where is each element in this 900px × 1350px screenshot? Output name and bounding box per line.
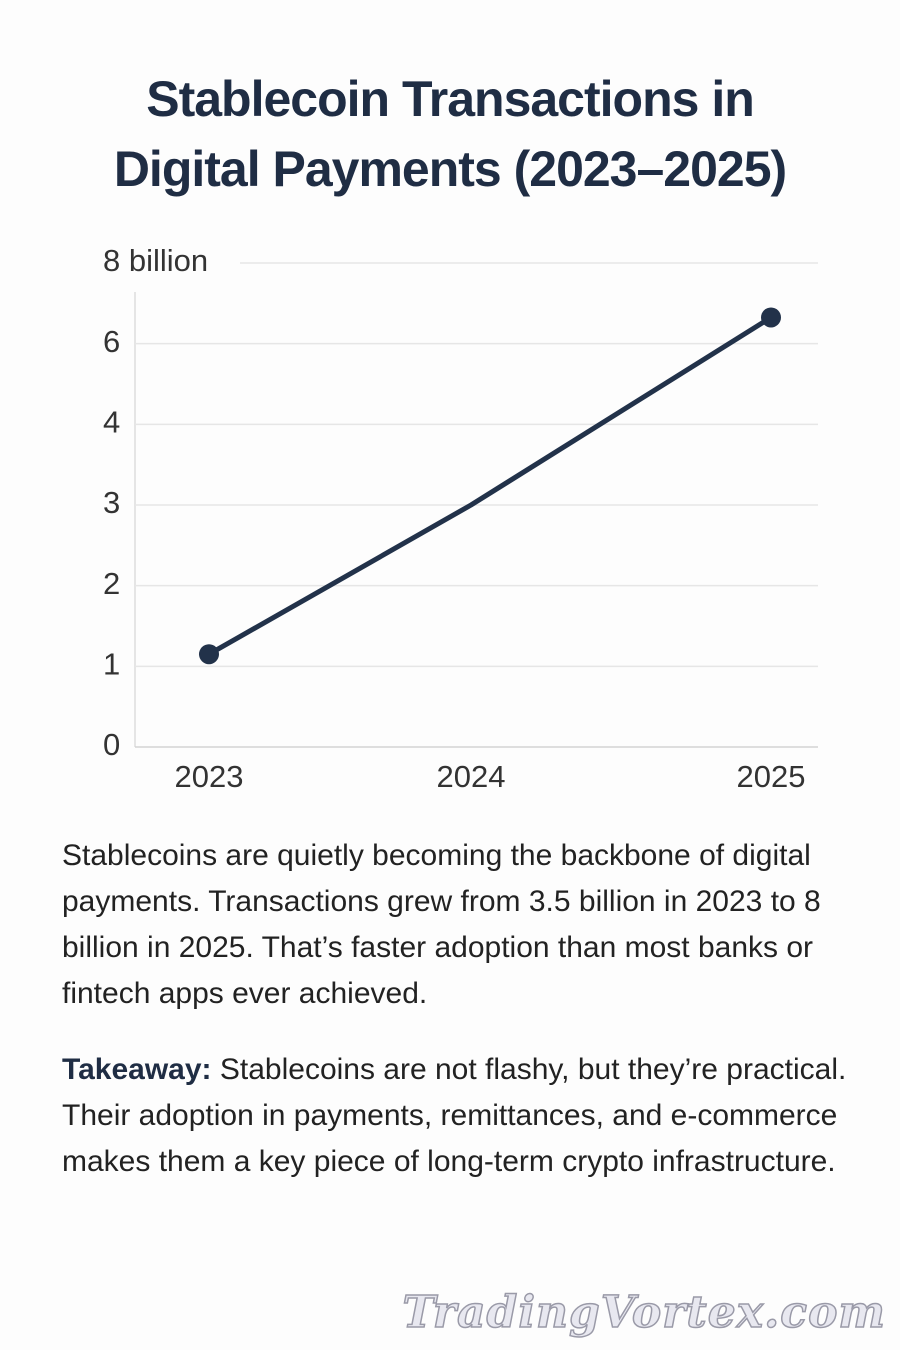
data-line (207, 315, 773, 657)
x-tick-label: 2023 (175, 759, 244, 794)
y-tick-label: 6 (103, 324, 120, 359)
y-tick-label: 1 (103, 647, 120, 682)
y-tick-label: 3 (103, 485, 120, 520)
title-line: Digital Payments (2023–2025) (113, 141, 787, 197)
title-line: Stablecoin Transactions in (146, 71, 755, 127)
takeaway-label: Takeaway: (62, 1053, 212, 1086)
y-tick-label: 4 (103, 405, 120, 440)
x-tick-label: 2025 (737, 759, 806, 794)
end-point (761, 307, 781, 328)
paragraph: Stablecoins are quietly becoming the bac… (62, 839, 821, 1010)
chart: 0 1 2 3 4 6 8 billion 2023 2024 2025 (103, 243, 818, 794)
x-tick-label: 2024 (437, 759, 506, 794)
y-tick-label: 0 (103, 727, 120, 762)
watermark: TradingVortex.com (402, 1286, 886, 1339)
y-tick-label: 2 (103, 566, 120, 601)
takeaway: Takeaway: Stablecoins are not flashy, bu… (62, 1047, 862, 1185)
y-tick-label: 8 billion (103, 243, 208, 278)
takeaway-text: Stablecoins are not flashy, but they’re … (62, 1053, 847, 1178)
end-point (199, 644, 219, 665)
chart-title: Stablecoin Transactions in Digital Payme… (0, 64, 900, 204)
